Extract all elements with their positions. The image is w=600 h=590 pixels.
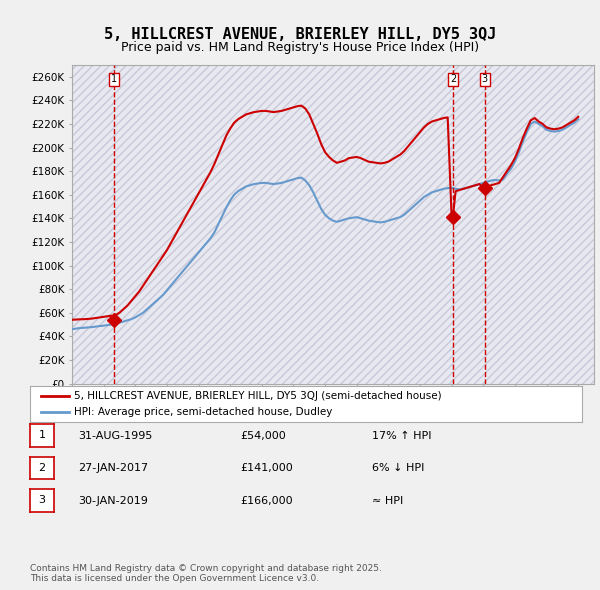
- Text: £54,000: £54,000: [240, 431, 286, 441]
- FancyBboxPatch shape: [72, 65, 594, 384]
- Text: 6% ↓ HPI: 6% ↓ HPI: [372, 464, 424, 473]
- Text: 3: 3: [481, 74, 488, 84]
- Text: 3: 3: [38, 496, 46, 505]
- Text: £141,000: £141,000: [240, 464, 293, 473]
- Text: ≈ HPI: ≈ HPI: [372, 496, 403, 506]
- Text: Contains HM Land Registry data © Crown copyright and database right 2025.
This d: Contains HM Land Registry data © Crown c…: [30, 563, 382, 583]
- Text: 1: 1: [111, 74, 117, 84]
- Text: 17% ↑ HPI: 17% ↑ HPI: [372, 431, 431, 441]
- Text: 27-JAN-2017: 27-JAN-2017: [78, 464, 148, 473]
- Text: 5, HILLCREST AVENUE, BRIERLEY HILL, DY5 3QJ: 5, HILLCREST AVENUE, BRIERLEY HILL, DY5 …: [104, 27, 496, 41]
- Text: 30-JAN-2019: 30-JAN-2019: [78, 496, 148, 506]
- Text: HPI: Average price, semi-detached house, Dudley: HPI: Average price, semi-detached house,…: [74, 407, 332, 417]
- Text: 2: 2: [38, 463, 46, 473]
- Text: 2: 2: [450, 74, 456, 84]
- Text: 31-AUG-1995: 31-AUG-1995: [78, 431, 152, 441]
- Text: Price paid vs. HM Land Registry's House Price Index (HPI): Price paid vs. HM Land Registry's House …: [121, 41, 479, 54]
- Text: £166,000: £166,000: [240, 496, 293, 506]
- Text: 5, HILLCREST AVENUE, BRIERLEY HILL, DY5 3QJ (semi-detached house): 5, HILLCREST AVENUE, BRIERLEY HILL, DY5 …: [74, 391, 442, 401]
- Text: 1: 1: [38, 431, 46, 440]
